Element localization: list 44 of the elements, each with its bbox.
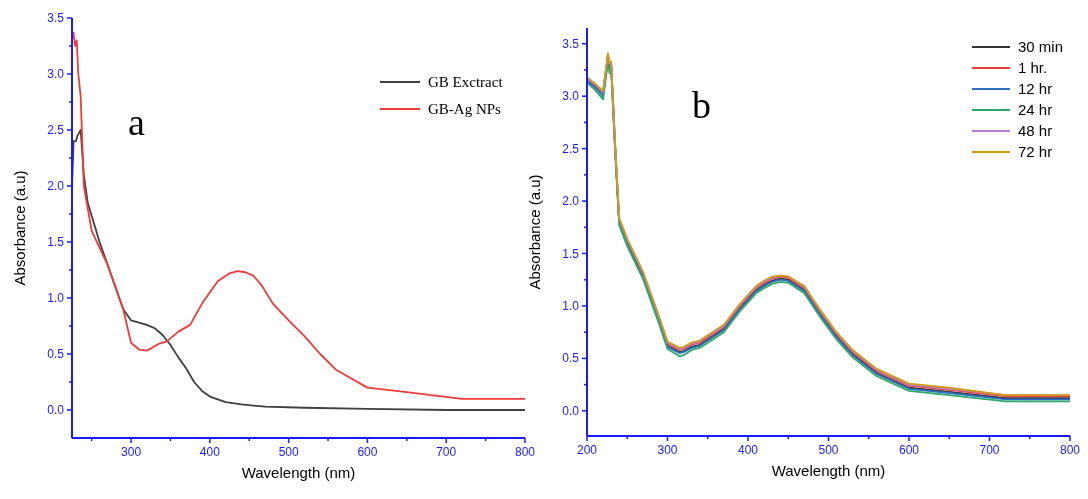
y-tick-label: 3.0 [562,89,580,104]
y-tick-label: 0.5 [47,347,65,361]
legend-label: 30 min [1018,38,1064,55]
y-tick-label: 1.5 [562,246,580,261]
legend-label: 1 hr. [1018,59,1048,76]
x-tick-label: 700 [979,443,1000,457]
y-axis-title: Absorbance (a.u) [526,174,543,290]
legend-label: GB Exctract [428,74,504,90]
x-tick-label: 500 [278,445,299,459]
y-axis-title: Absorbance (a.u) [11,170,28,286]
y-tick-label: 1.0 [562,298,580,313]
x-tick-label: 300 [121,445,142,459]
x-tick-label: 500 [818,443,839,457]
y-tick-label: 2.0 [562,194,580,209]
y-tick-label: 2.5 [562,141,580,156]
x-tick-label: 200 [576,443,598,457]
y-tick-label: 0.5 [562,351,580,366]
x-tick-label: 800 [1059,443,1081,457]
y-tick-label: 0.0 [562,403,580,418]
y-tick-label: 2.5 [47,123,65,137]
x-axis-title: Wavelength (nm) [241,464,356,481]
y-tick-label: 1.5 [47,235,65,249]
y-tick-label: 3.0 [47,67,65,81]
y-tick-label: 1.0 [47,291,65,305]
x-tick-label: 600 [357,445,378,459]
x-tick-label: 600 [898,443,920,457]
annotation: b [692,84,711,126]
y-tick-label: 3.5 [47,11,65,25]
legend-label: 72 hr [1018,143,1053,160]
annotation: a [128,101,145,143]
legend-label: 24 hr [1018,101,1053,118]
y-tick-label: 2.0 [47,179,65,193]
legend-label: GB-Ag NPs [428,101,502,117]
y-tick-label: 3.5 [562,36,580,51]
legend-label: 12 hr [1018,80,1053,97]
x-tick-label: 400 [199,445,221,459]
x-axis-title: Wavelength (nm) [771,462,886,479]
x-tick-label: 700 [436,445,457,459]
x-tick-label: 300 [657,443,678,457]
x-tick-label: 400 [737,443,759,457]
x-tick-label: 800 [514,445,536,459]
y-tick-label: 0.0 [47,403,65,417]
legend-label: 48 hr [1018,122,1053,139]
line-series [71,31,526,400]
